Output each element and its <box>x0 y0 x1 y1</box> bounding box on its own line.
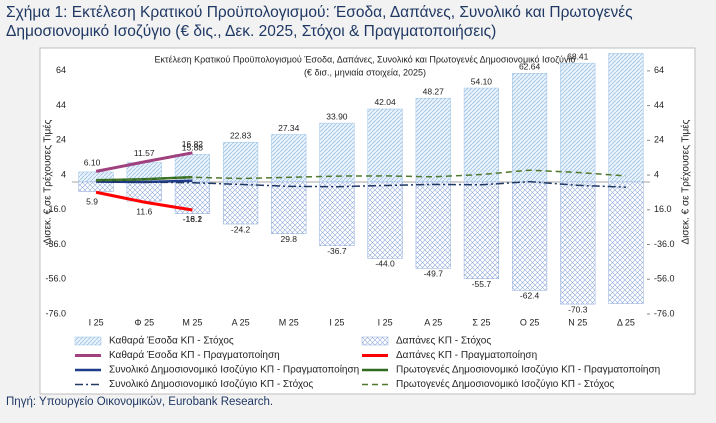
bar <box>415 181 451 269</box>
bar <box>271 134 307 183</box>
y-tick-label: -76.0 <box>45 308 66 318</box>
x-tick-label: Σ 25 <box>472 317 490 327</box>
chart-subtitle: (€ δισ., μηνιαία στοιχεία, 2025) <box>304 67 426 77</box>
y2-tick-label: 16.0 <box>654 204 672 214</box>
bar <box>560 62 596 183</box>
y-tick-label: 16.0 <box>48 204 66 214</box>
legend-swatch <box>74 336 102 346</box>
bar <box>222 142 259 183</box>
x-tick-label: Ο 25 <box>520 317 540 327</box>
y-tick-label: -56.0 <box>45 274 66 284</box>
bar <box>415 97 451 183</box>
y2-tick-label: 64 <box>654 65 664 75</box>
y2-tick-label: 24 <box>654 135 664 145</box>
chart-title: Εκτέλεση Κρατικού Προϋπολογισμού Έσοδα, … <box>155 54 576 64</box>
legend-label: Συνολικό Δημοσιονομικό Ισοζύγιο ΚΠ - Πρα… <box>109 364 359 376</box>
data-label: 11.57 <box>134 148 155 158</box>
data-label: -18.2 <box>183 214 203 224</box>
x-tick-label: Ι 25 <box>329 317 344 327</box>
data-label: 22.83 <box>230 131 252 141</box>
data-label: 29.8 <box>280 234 297 244</box>
data-label: 62.64 <box>519 61 541 71</box>
data-label: 42.04 <box>374 97 396 107</box>
x-tick-label: Ι 25 <box>89 317 104 327</box>
y2-axis-label: Δισεκ. € σε Τρέχουσες Τιμές <box>680 119 692 244</box>
data-label: -16.1 <box>183 214 203 224</box>
legend-label: Καθαρά Έσοδα ΚΠ - Στόχος <box>109 335 234 347</box>
y2-tick-label: -76.0 <box>654 308 675 318</box>
bar <box>367 181 403 259</box>
data-label: 54.10 <box>471 76 493 86</box>
legend-label: Δαπάνες ΚΠ - Στόχος <box>396 335 491 347</box>
data-label: 33.90 <box>326 111 348 121</box>
bar <box>222 181 259 225</box>
legend-swatch <box>361 336 389 346</box>
y-axis-label: Δισεκ. € σε Τρέχουσες Τιμές <box>42 119 54 244</box>
x-tick-label: Δ 25 <box>617 317 635 327</box>
data-label: -36.7 <box>327 246 347 256</box>
data-label: -44.0 <box>375 259 395 269</box>
bar <box>319 181 355 246</box>
legend-label: Καθαρά Έσοδα ΚΠ - Πραγματοποίηση <box>109 349 280 361</box>
data-label: 16.82 <box>182 139 204 149</box>
data-label: -62.4 <box>520 291 540 301</box>
x-tick-label: Α 25 <box>232 317 250 327</box>
bar <box>271 181 307 235</box>
data-label: 11.6 <box>136 206 152 216</box>
x-tick-label: Ι 25 <box>378 317 393 327</box>
x-tick-label: Μ 25 <box>182 317 202 327</box>
y-tick-label: 64 <box>56 65 66 75</box>
data-label: 6.10 <box>84 158 101 168</box>
bar <box>319 122 355 183</box>
data-label: -70.3 <box>568 304 588 314</box>
y2-tick-label: -36.0 <box>654 239 675 249</box>
bar <box>463 181 500 279</box>
bar <box>367 108 403 183</box>
y-tick-label: 24 <box>56 135 66 145</box>
legend-label: Συνολικό Δημοσιονομικό Ισοζύγιο ΚΠ - Στό… <box>109 378 313 390</box>
y2-tick-label: 44 <box>654 100 664 110</box>
data-label: -55.7 <box>472 279 492 289</box>
x-tick-label: Α 25 <box>424 317 442 327</box>
y-tick-label: 4 <box>61 169 66 179</box>
y2-tick-label: 4 <box>654 169 659 179</box>
y2-tick-label: -56.0 <box>654 274 675 284</box>
bar <box>78 181 114 192</box>
chart: Εκτέλεση Κρατικού Προϋπολογισμού Έσοδα, … <box>39 47 696 395</box>
x-tick-label: Ν 25 <box>568 317 587 327</box>
data-label: 27.34 <box>278 123 300 133</box>
line <box>95 151 193 173</box>
legend-label: Πρωτογενές Δημοσιονομικό Ισοζύγιο ΚΠ - Σ… <box>396 378 614 390</box>
data-label: 48.27 <box>423 86 445 96</box>
bar <box>463 87 500 183</box>
legend-label: Πρωτογενές Δημοσιονομικό Ισοζύγιο ΚΠ - Π… <box>396 364 660 376</box>
data-label: 5.9 <box>86 196 98 206</box>
data-label: -24.2 <box>231 224 251 234</box>
x-tick-label: Μ 25 <box>279 317 299 327</box>
bar <box>560 181 596 305</box>
x-tick-label: Φ 25 <box>134 317 154 327</box>
bar <box>511 72 548 183</box>
data-label: 68.41 <box>567 51 589 61</box>
line <box>95 190 193 212</box>
bar <box>511 181 548 291</box>
source: Πηγή: Υπουργείο Οικονομικών, Eurobank Re… <box>6 396 274 408</box>
bar <box>608 181 644 304</box>
legend-label: Δαπάνες ΚΠ - Πραγματοποίηση <box>396 349 537 361</box>
y-tick-label: -36.0 <box>45 239 66 249</box>
data-label: -49.7 <box>424 269 444 279</box>
y-tick-label: 44 <box>56 100 66 110</box>
figure-title: Σχήμα 1: Εκτέλεση Κρατικού Προϋπολογισμο… <box>6 4 633 40</box>
data-label: 15.88 <box>182 143 204 153</box>
bar <box>608 53 644 183</box>
line <box>96 169 626 182</box>
